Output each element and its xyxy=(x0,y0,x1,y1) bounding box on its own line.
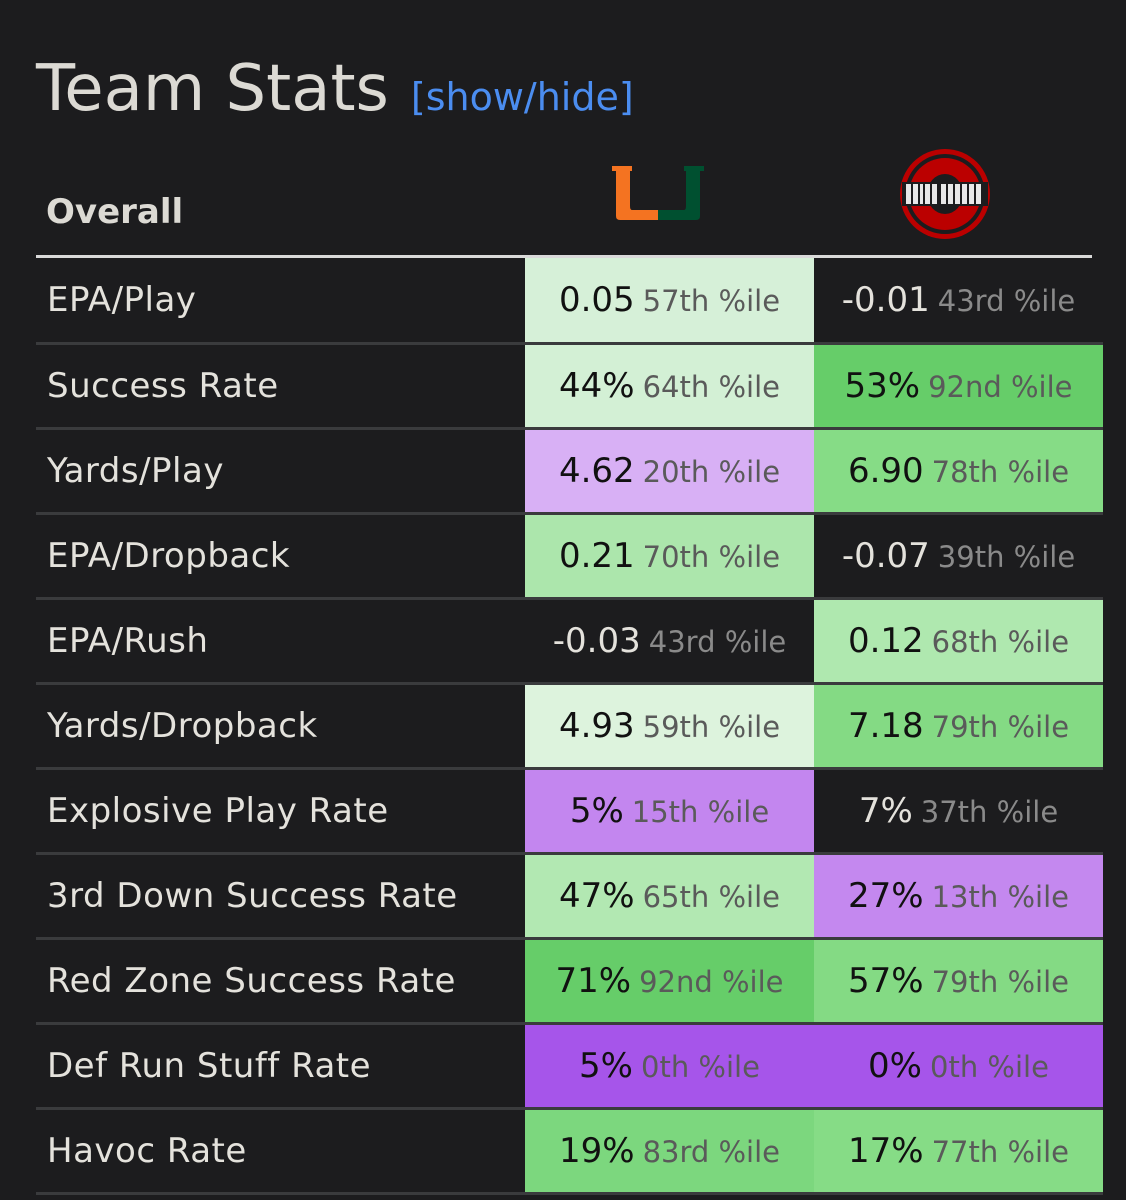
ohio-state-stat-cell: 6.90 78th %ile xyxy=(814,428,1103,515)
show-hide-toggle[interactable]: [show/hide] xyxy=(410,75,634,119)
stat-percentile: 70th %ile xyxy=(642,539,781,574)
ohio-state-stat-cell: 7.18 79th %ile xyxy=(814,683,1103,770)
stats-table: EPA/Play 0.05 57th %ile -0.01 43rd %ile Succe… xyxy=(36,258,1103,1195)
table-row: Def Run Stuff Rate 5% 0th %ile 0% 0th %ile xyxy=(36,1023,1103,1110)
title-row: Team Stats [show/hide] xyxy=(36,52,634,126)
stat-percentile: 20th %ile xyxy=(642,454,781,489)
stat-percentile: 37th %ile xyxy=(920,794,1059,829)
stat-value: 53% xyxy=(844,365,921,406)
stat-percentile: 59th %ile xyxy=(642,709,781,744)
stat-value: 4.93 xyxy=(558,705,635,746)
stat-value: 0% xyxy=(868,1045,922,1086)
stat-value: 57% xyxy=(848,960,924,1001)
stat-value: -0.07 xyxy=(841,535,930,576)
table-row: EPA/Play 0.05 57th %ile -0.01 43rd %ile xyxy=(36,258,1103,345)
miami-stat-cell: 0.21 70th %ile xyxy=(525,513,814,600)
page-title: Team Stats xyxy=(36,52,389,126)
stat-value: 47% xyxy=(559,875,635,916)
stat-percentile: 64th %ile xyxy=(642,369,780,404)
stat-value: 7.18 xyxy=(847,705,924,746)
header-divider xyxy=(36,255,1092,258)
ohio-state-stat-cell: 17% 77th %ile xyxy=(814,1108,1103,1195)
stat-value: -0.03 xyxy=(552,620,641,661)
table-row: Havoc Rate 19% 83rd %ile 17% 77th %ile xyxy=(36,1108,1103,1195)
miami-stat-cell: 0.05 57th %ile xyxy=(525,258,814,345)
ohio-state-stat-cell: -0.07 39th %ile xyxy=(814,513,1103,600)
stat-percentile: 68th %ile xyxy=(931,624,1070,659)
stat-label: Yards/Play xyxy=(36,428,525,515)
stat-label: Def Run Stuff Rate xyxy=(36,1023,525,1110)
ohio-state-stat-cell: 7% 37th %ile xyxy=(814,768,1103,855)
stat-percentile: 43rd %ile xyxy=(648,624,787,659)
stat-percentile: 79th %ile xyxy=(931,709,1070,744)
stat-percentile: 15th %ile xyxy=(631,794,770,829)
ohio-state-stat-cell: 0.12 68th %ile xyxy=(814,598,1103,685)
table-row: Explosive Play Rate 5% 15th %ile 7% 37th %il… xyxy=(36,768,1103,855)
miami-stat-cell: 71% 92nd %ile xyxy=(525,938,814,1025)
stat-label: EPA/Play xyxy=(36,258,525,345)
stat-value: -0.01 xyxy=(841,279,930,320)
stat-value: 4.62 xyxy=(558,450,635,491)
table-row: EPA/Rush -0.03 43rd %ile 0.12 68th %ile xyxy=(36,598,1103,685)
miami-stat-cell: 4.62 20th %ile xyxy=(525,428,814,515)
ohio-state-stat-cell: 57% 79th %ile xyxy=(814,938,1103,1025)
stat-percentile: 13th %ile xyxy=(931,879,1069,914)
stat-label: Yards/Dropback xyxy=(36,683,525,770)
ohio-state-stat-cell: 27% 13th %ile xyxy=(814,853,1103,940)
stat-value: 19% xyxy=(558,1130,635,1171)
table-row: Yards/Play 4.62 20th %ile 6.90 78th %ile xyxy=(36,428,1103,515)
stat-label: Red Zone Success Rate xyxy=(36,938,525,1025)
ohio-state-stat-cell: 0% 0th %ile xyxy=(814,1023,1103,1110)
stat-percentile: 92nd %ile xyxy=(928,369,1073,404)
ohio-state-stat-cell: -0.01 43rd %ile xyxy=(814,258,1103,345)
stat-percentile: 79th %ile xyxy=(931,964,1069,999)
miami-stat-cell: 5% 0th %ile xyxy=(525,1023,814,1110)
miami-stat-cell: 44% 64th %ile xyxy=(525,343,814,430)
ohio-state-logo xyxy=(896,146,994,246)
miami-stat-cell: 19% 83rd %ile xyxy=(525,1108,814,1195)
miami-u-logo xyxy=(610,164,706,228)
miami-stat-cell: 4.93 59th %ile xyxy=(525,683,814,770)
stat-percentile: 77th %ile xyxy=(931,1134,1069,1169)
stat-value: 0.12 xyxy=(847,620,924,661)
stat-value: 0.05 xyxy=(558,279,635,320)
table-header: Overall xyxy=(36,149,1092,256)
stat-percentile: 78th %ile xyxy=(931,454,1070,489)
table-row: Success Rate 44% 64th %ile 53% 92nd %ile xyxy=(36,343,1103,430)
table-row: Yards/Dropback 4.93 59th %ile 7.18 79th %ile xyxy=(36,683,1103,770)
stat-value: 71% xyxy=(555,960,632,1001)
stat-label: EPA/Dropback xyxy=(36,513,525,600)
stat-value: 6.90 xyxy=(847,450,924,491)
table-row: 3rd Down Success Rate 47% 65th %ile 27% 13th… xyxy=(36,853,1103,940)
stat-percentile: 0th %ile xyxy=(641,1049,760,1084)
stat-value: 7% xyxy=(858,790,913,831)
miami-stat-cell: 5% 15th %ile xyxy=(525,768,814,855)
stat-percentile: 57th %ile xyxy=(642,283,781,318)
miami-stat-cell: 47% 65th %ile xyxy=(525,853,814,940)
stat-percentile: 43rd %ile xyxy=(937,283,1076,318)
table-row: Red Zone Success Rate 71% 92nd %ile 57% 79th… xyxy=(36,938,1103,1025)
stat-percentile: 65th %ile xyxy=(642,879,780,914)
stat-value: 0.21 xyxy=(558,535,635,576)
stat-label: Havoc Rate xyxy=(36,1108,525,1195)
stat-value: 5% xyxy=(569,790,624,831)
stat-percentile: 39th %ile xyxy=(937,539,1076,574)
stat-label: Explosive Play Rate xyxy=(36,768,525,855)
ohio-state-stat-cell: 53% 92nd %ile xyxy=(814,343,1103,430)
stat-value: 27% xyxy=(848,875,924,916)
stat-label: EPA/Rush xyxy=(36,598,525,685)
stat-value: 5% xyxy=(579,1045,633,1086)
stat-label: 3rd Down Success Rate xyxy=(36,853,525,940)
stat-value: 17% xyxy=(848,1130,924,1171)
section-label: Overall xyxy=(46,192,184,232)
stat-percentile: 0th %ile xyxy=(930,1049,1049,1084)
stat-percentile: 92nd %ile xyxy=(639,964,784,999)
stat-value: 44% xyxy=(559,365,635,406)
stat-percentile: 83rd %ile xyxy=(642,1134,781,1169)
miami-stat-cell: -0.03 43rd %ile xyxy=(525,598,814,685)
table-row: EPA/Dropback 0.21 70th %ile -0.07 39th %ile xyxy=(36,513,1103,600)
stat-label: Success Rate xyxy=(36,343,525,430)
